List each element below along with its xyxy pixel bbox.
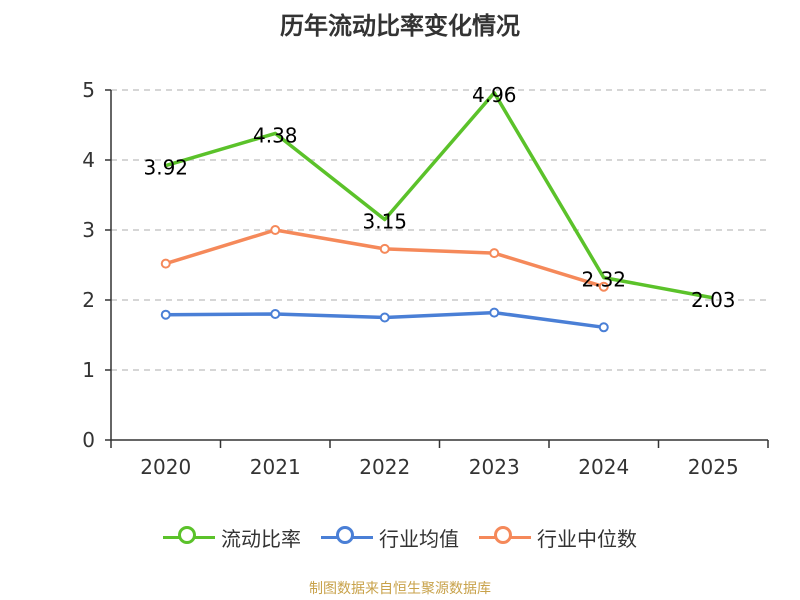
- data-point: [379, 312, 390, 323]
- legend-line-marker-icon: [163, 525, 215, 549]
- data-point: [489, 307, 500, 318]
- series-lines: [160, 91, 714, 333]
- legend: 流动比率 行业均值 行业中位数: [0, 520, 800, 554]
- x-tick-label: 2020: [140, 455, 191, 479]
- legend-label: 行业中位数: [537, 526, 637, 551]
- x-tick-label: 2022: [359, 455, 410, 479]
- y-tick-label: 1: [82, 358, 95, 382]
- source-note: 制图数据来自恒生聚源数据库: [309, 581, 491, 597]
- legend-line-marker-icon: [321, 525, 373, 549]
- data-point: [598, 322, 609, 333]
- data-point: [270, 309, 281, 319]
- chart-title: 历年流动比率变化情况: [280, 12, 520, 40]
- axes: 0 1 2 3 4 5 2020 2021 2022 2023 2024 2025: [82, 78, 769, 479]
- grid-lines: [111, 89, 768, 371]
- series-line-0: [165, 91, 714, 300]
- legend-item[interactable]: 行业中位数: [479, 523, 637, 552]
- legend-label: 行业均值: [379, 526, 459, 551]
- data-label: 3.92: [143, 156, 188, 180]
- x-tick-label: 2021: [250, 455, 301, 479]
- data-point: [270, 225, 281, 235]
- data-point: [489, 248, 500, 259]
- legend-item[interactable]: 行业均值: [321, 523, 459, 552]
- x-tick-label: 2025: [688, 455, 739, 479]
- legend-item[interactable]: 流动比率: [163, 523, 301, 552]
- y-tick-label: 3: [82, 218, 95, 242]
- y-tick-label: 0: [82, 428, 95, 452]
- y-tick-label: 2: [82, 288, 95, 312]
- data-point: [598, 281, 609, 292]
- x-tick-label: 2023: [469, 455, 520, 479]
- data-label: 4.38: [253, 123, 298, 147]
- legend-line-marker-icon: [479, 525, 531, 549]
- series-line-2: [165, 228, 605, 289]
- data-point: [379, 243, 390, 254]
- y-tick-label: 5: [82, 78, 95, 102]
- data-label: 3.15: [362, 210, 407, 234]
- y-tick-label: 4: [82, 148, 95, 172]
- data-point: [160, 258, 171, 269]
- data-point: [160, 309, 171, 320]
- data-label: 2.03: [691, 288, 736, 312]
- data-label: 4.96: [472, 83, 517, 107]
- legend-label: 流动比率: [221, 526, 301, 551]
- data-label: 2.32: [581, 268, 626, 292]
- x-tick-label: 2024: [578, 455, 629, 479]
- data-labels: 3.92 4.38 3.15 4.96 2.32 2.03: [143, 83, 735, 312]
